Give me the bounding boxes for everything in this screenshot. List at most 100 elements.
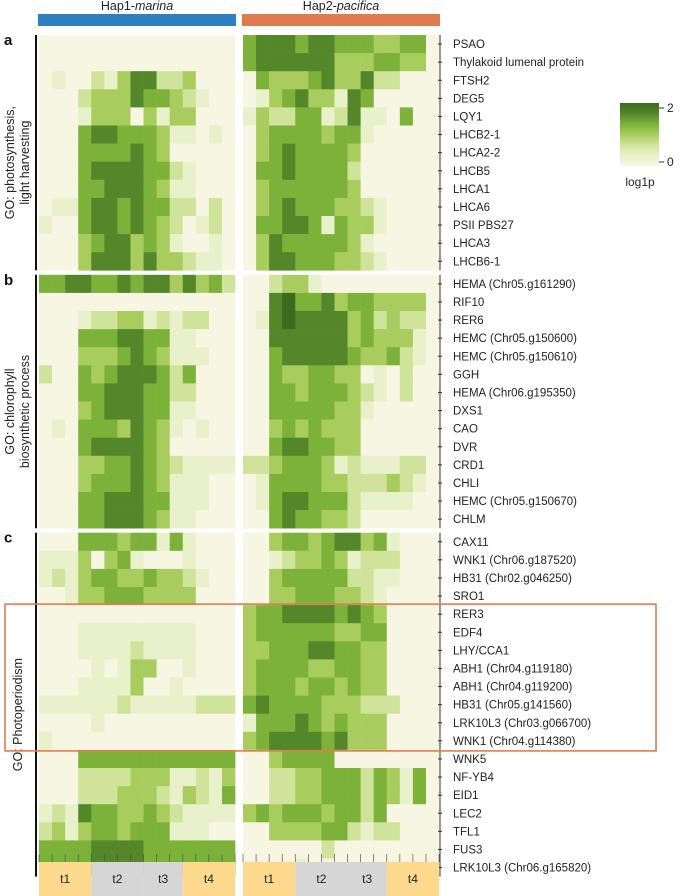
heatmap-cell — [360, 455, 374, 475]
heatmap-cell — [208, 804, 223, 823]
heatmap-cell — [399, 677, 414, 696]
heatmap-cell — [412, 492, 427, 511]
heatmap-cell — [360, 605, 374, 624]
heatmap-cell — [39, 713, 53, 733]
heatmap-cell — [399, 840, 414, 859]
heatmap-cell — [143, 605, 157, 624]
gene-label: RER6 — [453, 315, 484, 327]
heatmap-cell — [425, 659, 440, 678]
gene-label: LRK10L3 (Chr06.g165820) — [453, 863, 591, 875]
heatmap-cell — [221, 161, 236, 181]
heatmap-cell — [52, 455, 66, 475]
heatmap-cell — [182, 840, 197, 859]
heatmap-cell — [195, 605, 210, 624]
gene-label: LHY/CCA1 — [453, 645, 509, 657]
heatmap-cell — [412, 234, 427, 253]
heatmap-cell — [91, 329, 105, 348]
heatmap-cell — [221, 605, 236, 624]
heatmap-cell — [65, 347, 79, 366]
heatmap-cell — [52, 695, 66, 714]
heatmap-cell — [269, 713, 283, 733]
heatmap-cell — [78, 53, 92, 72]
heatmap-cell — [104, 695, 118, 714]
heatmap-cell — [269, 840, 283, 859]
heatmap-cell — [117, 179, 131, 199]
heatmap-cell — [65, 623, 79, 642]
heatmap-cell — [308, 437, 322, 457]
heatmap-cell — [386, 89, 401, 108]
heatmap-cell — [143, 234, 157, 253]
heatmap-cell — [52, 197, 66, 217]
heatmap-cell — [347, 274, 361, 294]
heatmap-cell — [117, 252, 131, 271]
heatmap-cell — [282, 347, 296, 366]
heatmap-cell — [182, 197, 197, 217]
heatmap-cell — [169, 473, 184, 493]
timepoint-band — [243, 862, 296, 896]
heatmap-cell — [143, 804, 157, 823]
heatmap-cell — [425, 107, 440, 126]
heatmap-cell — [117, 107, 131, 126]
heatmap-cell — [65, 383, 79, 402]
heatmap-cell — [399, 659, 414, 678]
heatmap-cell — [52, 804, 66, 823]
heatmap-cell — [412, 53, 427, 72]
heatmap-cell — [143, 437, 157, 457]
heatmap-cell — [78, 695, 92, 714]
heatmap-cell — [195, 143, 210, 162]
heatmap-cell — [52, 731, 66, 751]
heatmap-cell — [65, 641, 79, 660]
heatmap-cell — [386, 143, 401, 162]
heatmap-cell — [195, 252, 210, 271]
timepoint-label: t1 — [60, 872, 70, 886]
heatmap-cell — [104, 568, 118, 588]
heatmap-cell — [269, 695, 283, 714]
heatmap-cell — [104, 252, 118, 271]
heatmap-cell — [104, 179, 118, 199]
heatmap-cell — [156, 197, 170, 217]
heatmap-cell — [130, 234, 144, 253]
heatmap-cell — [425, 197, 440, 217]
heatmap-cell — [143, 641, 157, 660]
heatmap-cell — [65, 492, 79, 511]
heatmap-cell — [195, 473, 210, 493]
gene-label: DEG5 — [453, 93, 484, 105]
heatmap-cell — [104, 383, 118, 402]
heatmap-cell — [143, 143, 157, 162]
heatmap-cell — [334, 768, 348, 787]
heatmap-cell — [386, 365, 401, 384]
heatmap-cell — [425, 492, 440, 511]
heatmap-cell — [52, 35, 66, 54]
heatmap-cell — [78, 252, 92, 271]
heatmap-cell — [308, 822, 322, 841]
heatmap-cell — [221, 274, 236, 294]
heatmap-cell — [425, 713, 440, 733]
heatmap-cell — [195, 532, 210, 552]
heatmap-cell — [308, 252, 322, 271]
heatmap-cell — [347, 383, 361, 402]
heatmap-cell — [91, 749, 105, 769]
heatmap-cell — [412, 216, 427, 235]
heatmap-cell — [334, 311, 348, 330]
heatmap-cell — [143, 419, 157, 438]
heatmap-cell — [282, 532, 296, 552]
heatmap-cell — [295, 677, 309, 696]
heatmap-cell — [208, 329, 223, 348]
heatmap-cell — [195, 125, 210, 144]
heatmap-cell — [52, 587, 66, 606]
heatmap-cell — [182, 695, 197, 714]
heatmap-cell — [117, 71, 131, 90]
heatmap-cell — [399, 786, 414, 805]
heatmap-cell — [282, 550, 296, 570]
heatmap-cell — [143, 197, 157, 217]
heatmap-cell — [243, 35, 257, 54]
heatmap-cell — [182, 492, 197, 511]
heatmap-cell — [78, 587, 92, 606]
heatmap-cell — [334, 822, 348, 841]
heatmap-cell — [208, 786, 223, 805]
heatmap-cell — [269, 822, 283, 841]
heatmap-cell — [425, 383, 440, 402]
heatmap-cell — [295, 161, 309, 181]
heatmap-cell — [269, 143, 283, 162]
heatmap-cell — [399, 550, 414, 570]
